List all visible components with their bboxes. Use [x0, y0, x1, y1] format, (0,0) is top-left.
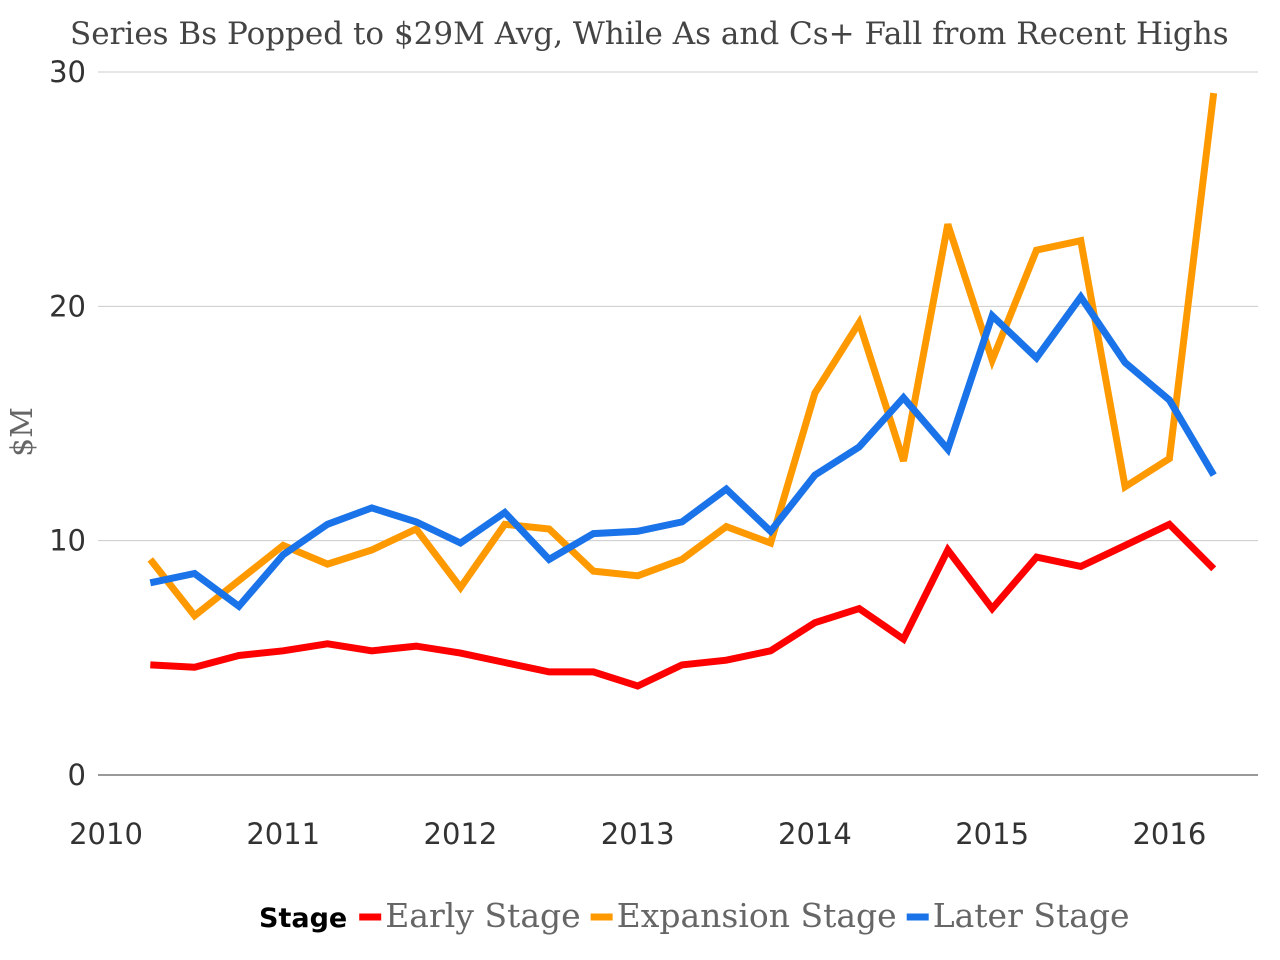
x-tick-label: 2013 — [601, 817, 675, 851]
y-tick-label: 10 — [49, 524, 86, 558]
x-tick-label: 2012 — [424, 817, 498, 851]
legend-title: Stage — [259, 903, 347, 934]
y-tick-label: 0 — [68, 758, 86, 792]
y-tick-label: 20 — [49, 289, 86, 323]
y-tick-label: 30 — [49, 55, 86, 89]
x-tick-label: 2014 — [778, 817, 852, 851]
series-line-expansion-stage — [147, 92, 1218, 621]
gridlines — [98, 71, 1258, 776]
y-axis-ticks: 0 10 20 30 — [49, 55, 86, 792]
x-tick-label: 2010 — [69, 817, 143, 851]
y-axis-label: $M — [5, 407, 40, 457]
legend: Stage Early Stage Expansion Stage Later St… — [259, 896, 1130, 935]
chart-title: Series Bs Popped to $29M Avg, While As a… — [70, 16, 1229, 52]
series-line-later-stage — [149, 290, 1217, 612]
x-tick-label: 2011 — [246, 817, 320, 851]
legend-label-early-stage: Early Stage — [385, 896, 580, 935]
series-line-early-stage — [150, 520, 1217, 690]
legend-label-expansion-stage: Expansion Stage — [617, 896, 897, 935]
x-tick-label: 2015 — [955, 817, 1029, 851]
series-lines — [147, 92, 1218, 690]
legend-label-later-stage: Later Stage — [933, 896, 1130, 935]
x-axis-ticks: 2010 2011 2012 2013 2014 2015 2016 — [69, 817, 1206, 851]
x-tick-label: 2016 — [1132, 817, 1206, 851]
